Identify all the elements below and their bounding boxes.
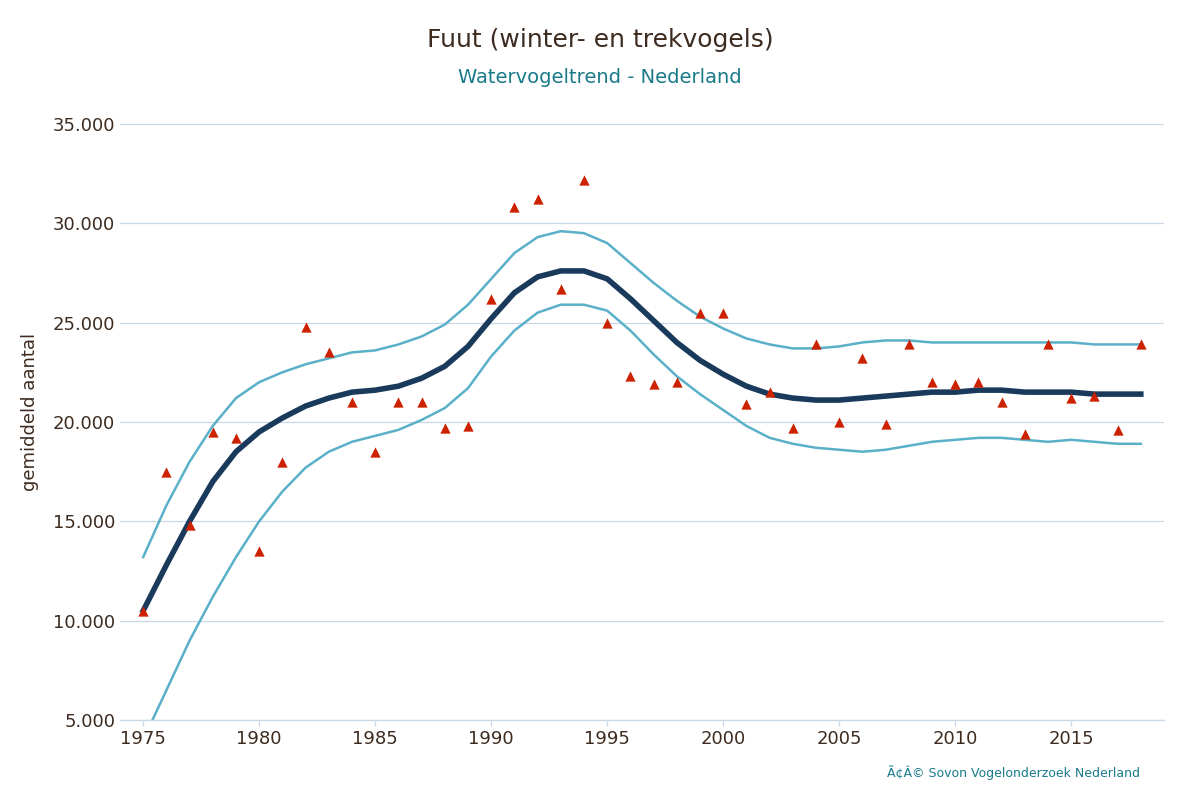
Point xyxy=(1015,427,1034,440)
Point xyxy=(575,173,594,186)
Point xyxy=(923,376,942,389)
Point xyxy=(690,306,709,319)
Point xyxy=(829,415,848,428)
Text: Watervogeltrend - Nederland: Watervogeltrend - Nederland xyxy=(458,68,742,87)
Point xyxy=(505,201,524,214)
Point xyxy=(272,455,292,468)
Point xyxy=(551,282,570,295)
Point xyxy=(714,306,733,319)
Point xyxy=(1085,390,1104,402)
Point xyxy=(481,292,500,305)
Text: Ã¢Â© Sovon Vogelonderzoek Nederland: Ã¢Â© Sovon Vogelonderzoek Nederland xyxy=(887,765,1140,780)
Point xyxy=(946,378,965,390)
Point xyxy=(157,466,176,478)
Point xyxy=(342,396,361,409)
Point xyxy=(250,545,269,558)
Point xyxy=(876,418,895,430)
Point xyxy=(389,396,408,409)
Point xyxy=(296,320,316,333)
Point xyxy=(366,446,385,458)
Point xyxy=(1108,423,1127,436)
Point xyxy=(853,352,872,365)
Point xyxy=(133,604,152,617)
Point xyxy=(667,376,686,389)
Point xyxy=(806,338,826,351)
Point xyxy=(412,396,431,409)
Point xyxy=(180,519,199,532)
Point xyxy=(737,398,756,410)
Point xyxy=(899,338,918,351)
Point xyxy=(528,193,547,206)
Text: Fuut (winter- en trekvogels): Fuut (winter- en trekvogels) xyxy=(427,28,773,52)
Point xyxy=(598,316,617,329)
Point xyxy=(227,431,246,444)
Point xyxy=(436,422,455,434)
Point xyxy=(1038,338,1057,351)
Point xyxy=(203,426,222,438)
Point xyxy=(1132,338,1151,351)
Point xyxy=(458,419,478,432)
Point xyxy=(644,378,664,390)
Point xyxy=(319,346,338,358)
Point xyxy=(992,396,1012,409)
Point xyxy=(968,376,988,389)
Point xyxy=(620,370,640,382)
Y-axis label: gemiddeld aantal: gemiddeld aantal xyxy=(20,333,38,491)
Point xyxy=(784,422,803,434)
Point xyxy=(760,386,779,398)
Point xyxy=(1062,392,1081,405)
